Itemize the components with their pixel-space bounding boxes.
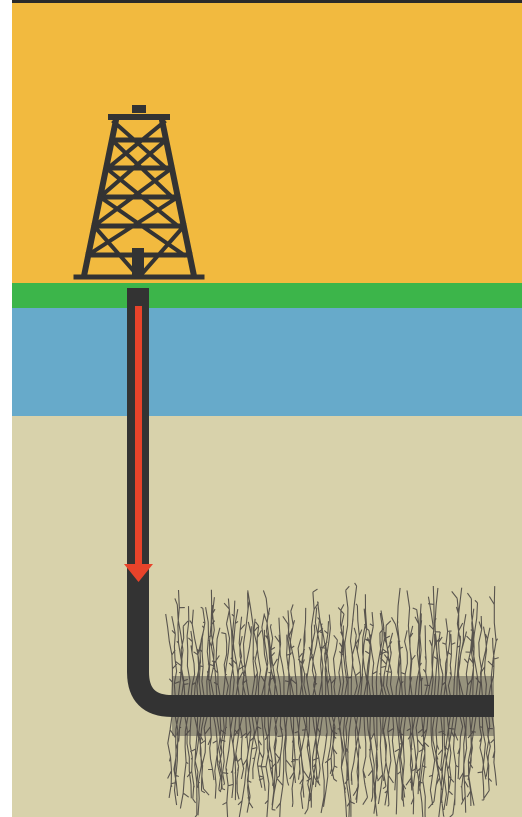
- well-pipe: [127, 290, 494, 717]
- aquifer-layer: [12, 308, 522, 416]
- ground-surface-layer: [12, 283, 522, 308]
- border-left: [0, 0, 12, 817]
- wellhead: [127, 288, 149, 306]
- oil-derrick-icon: [73, 105, 205, 280]
- arrow-down-icon: [124, 306, 153, 582]
- top-border: [12, 0, 522, 3]
- sky-layer: [12, 3, 522, 283]
- fracture-lines: [165, 582, 499, 817]
